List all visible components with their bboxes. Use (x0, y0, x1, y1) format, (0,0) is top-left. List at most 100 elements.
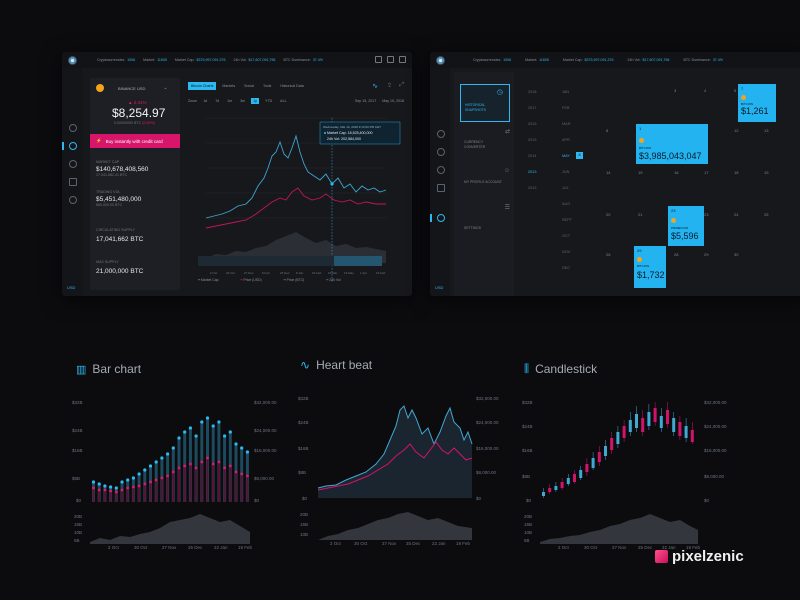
calendar-day[interactable]: 28 (674, 252, 679, 257)
candle-body[interactable] (610, 438, 614, 450)
snapshot-tile[interactable]: 29 BITCOIN $1,732 (634, 246, 666, 288)
calendar-day[interactable]: 17 (704, 170, 709, 175)
share-icon[interactable]: ⇪ (386, 83, 392, 89)
bar-top-dot[interactable] (217, 420, 221, 424)
stats-icon[interactable] (69, 178, 77, 186)
bar-price[interactable] (240, 474, 243, 502)
bar-price-dot[interactable] (126, 486, 130, 490)
minimize-icon[interactable] (375, 56, 382, 63)
calendar-day[interactable]: 23 (704, 212, 709, 217)
candle-body[interactable] (542, 492, 545, 496)
bar-top-dot[interactable] (166, 452, 170, 456)
maximize-icon[interactable] (387, 56, 394, 63)
zoom-1d[interactable]: 1d (203, 99, 208, 103)
bar-top-dot[interactable] (131, 476, 135, 480)
heart-beat-preview[interactable]: $32B $24B $16B $8B $0 $32,000.00 $24,000.00 $1… (296, 388, 506, 552)
bar-price-dot[interactable] (97, 488, 101, 492)
calendar-day[interactable]: 8 (606, 128, 609, 133)
bar-top-dot[interactable] (143, 468, 147, 472)
range-handle[interactable] (334, 256, 382, 266)
candle-body[interactable] (653, 408, 657, 422)
bar-chart-preview[interactable]: $32B $24B $16B $8B $0 $32,000.00 $24,000.00 $1… (70, 392, 280, 552)
settings-icon[interactable] (430, 214, 445, 222)
search-icon[interactable] (69, 124, 77, 132)
coins-icon[interactable] (62, 142, 77, 150)
bar-price[interactable] (121, 490, 123, 502)
bar-price[interactable] (212, 464, 215, 502)
calendar-day[interactable]: 29 (704, 252, 709, 257)
candle-body[interactable] (647, 412, 651, 426)
snapshot-tile[interactable]: 23 PRIMECOIN $5,596 (668, 206, 704, 246)
calendar-day[interactable]: 4 (704, 88, 707, 93)
bar-top-dot[interactable] (228, 430, 232, 434)
bar-price[interactable] (200, 462, 203, 502)
search-icon[interactable] (437, 130, 445, 138)
bar-price[interactable] (132, 487, 135, 502)
bar-top-dot[interactable] (205, 416, 210, 420)
bar-price-dot[interactable] (166, 474, 169, 478)
bar-price[interactable] (103, 490, 106, 502)
candle-body[interactable] (597, 452, 601, 462)
bar-top-dot[interactable] (120, 480, 124, 484)
bar-top-dot[interactable] (245, 450, 249, 454)
bar-top-dot[interactable] (154, 460, 158, 464)
calendar-day[interactable]: 25 (764, 212, 769, 217)
bar-price-dot[interactable] (154, 478, 158, 482)
bar-price-dot[interactable] (149, 480, 152, 484)
year-item[interactable]: 2015 (528, 138, 537, 142)
bar-top-dot[interactable] (126, 478, 130, 482)
candle-body[interactable] (560, 482, 564, 488)
candle-body[interactable] (622, 426, 626, 438)
calendar-day[interactable]: 21 (638, 212, 643, 217)
year-item[interactable]: 2017 (528, 106, 537, 110)
settings-icon[interactable] (69, 196, 77, 204)
bar-price-dot[interactable] (206, 456, 209, 460)
candle-body[interactable] (591, 458, 595, 468)
bar-price-dot[interactable] (160, 476, 164, 480)
candle-body[interactable] (684, 426, 688, 438)
bar-top-dot[interactable] (114, 486, 118, 490)
bar-price[interactable] (246, 476, 249, 502)
stats-icon[interactable] (437, 184, 445, 192)
month-item[interactable]: JUN (562, 170, 570, 174)
candle-body[interactable] (554, 486, 558, 490)
candle-body[interactable] (566, 478, 570, 484)
bar-price-dot[interactable] (223, 466, 227, 470)
calendar-day[interactable]: 26 (606, 252, 611, 257)
bar-top-dot[interactable] (183, 430, 187, 434)
info-icon[interactable] (437, 166, 445, 174)
bar-price-dot[interactable] (109, 489, 112, 493)
bar-price[interactable] (160, 478, 163, 502)
year-item[interactable]: 2014 (528, 154, 537, 158)
bar-price-dot[interactable] (217, 460, 221, 464)
tab-bitcoin-charts[interactable]: Bitcoin Charts (188, 82, 217, 90)
bar-top-dot[interactable] (137, 472, 141, 476)
bar-price-dot[interactable] (137, 484, 141, 488)
pulse-icon[interactable]: ∿ (372, 83, 378, 90)
close-icon[interactable] (399, 56, 406, 63)
range-navigator[interactable] (198, 256, 382, 266)
candle-body[interactable] (585, 464, 589, 472)
bar-price[interactable] (109, 491, 112, 502)
candle-body[interactable] (616, 432, 620, 444)
bar-top-dot[interactable] (234, 442, 238, 446)
buy-button[interactable]: ⚡ Buy instantly with credit card (90, 134, 180, 148)
month-item[interactable]: AUG (562, 202, 571, 206)
bar-price[interactable] (126, 488, 129, 502)
bar-price-dot[interactable] (92, 486, 95, 490)
year-item[interactable]: 2012 (528, 186, 537, 190)
bar-price[interactable] (115, 492, 118, 502)
candle-body[interactable] (548, 488, 552, 492)
bar-top-dot[interactable] (194, 434, 198, 438)
bar-price[interactable] (195, 468, 198, 502)
bar-price-dot[interactable] (120, 488, 124, 492)
menu-my-profile-account[interactable]: MY PROFILE ACCOUNT (464, 180, 502, 184)
month-item[interactable]: SEPT (562, 218, 572, 222)
bar-price-dot[interactable] (183, 464, 187, 468)
bar-price-dot[interactable] (194, 466, 198, 470)
bar-price-dot[interactable] (228, 464, 232, 468)
bar-price[interactable] (98, 490, 101, 502)
bar-top-dot[interactable] (211, 424, 215, 428)
candle-body[interactable] (579, 470, 583, 478)
bar-price[interactable] (206, 458, 209, 502)
